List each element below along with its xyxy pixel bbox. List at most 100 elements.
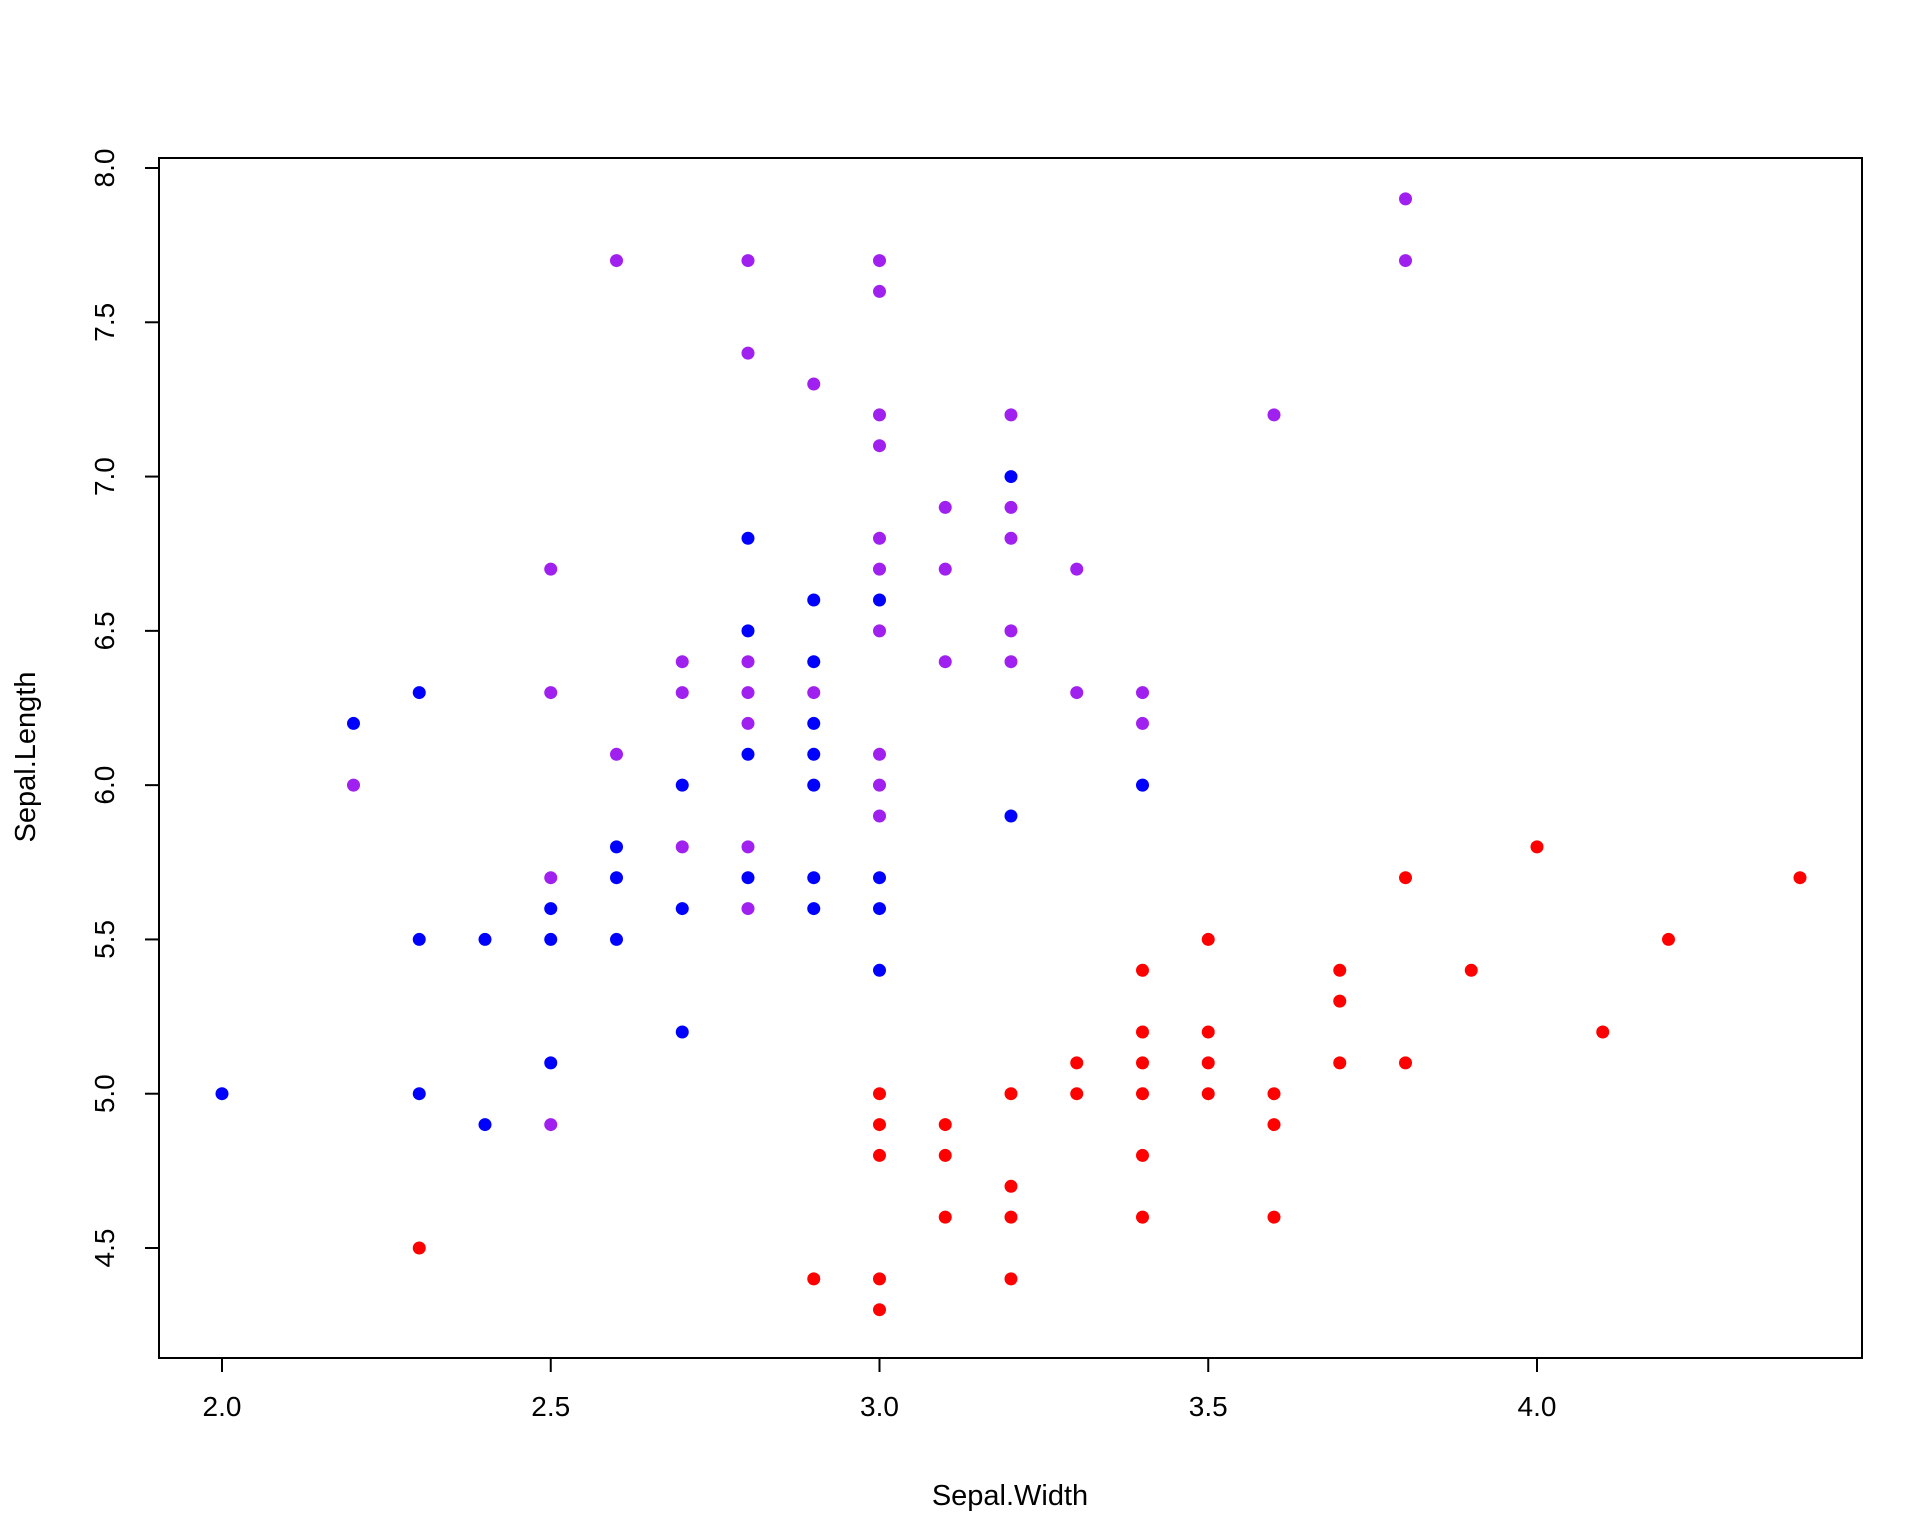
- data-point: [807, 747, 821, 761]
- data-point: [1596, 1025, 1610, 1039]
- data-point: [1004, 470, 1018, 484]
- data-point: [1399, 1056, 1412, 1070]
- data-point: [1201, 1025, 1215, 1039]
- data-point: [873, 284, 886, 298]
- data-point: [610, 254, 623, 268]
- data-point: [544, 562, 558, 576]
- data-point: [807, 655, 821, 669]
- data-point: [873, 963, 886, 977]
- data-point: [1136, 1210, 1149, 1224]
- data-point: [610, 871, 623, 885]
- data-point: [1004, 408, 1018, 422]
- data-point: [544, 1056, 558, 1070]
- data-point: [412, 686, 426, 700]
- data-point: [610, 932, 623, 946]
- y-tick-label: 5.0: [89, 1074, 120, 1113]
- data-point: [807, 1272, 821, 1286]
- data-point: [347, 778, 360, 792]
- data-point: [675, 778, 689, 792]
- data-point: [1464, 963, 1478, 977]
- y-tick-label: 4.5: [89, 1229, 120, 1268]
- data-point: [873, 902, 886, 916]
- data-point: [412, 1087, 426, 1101]
- data-point: [873, 1087, 886, 1101]
- data-point: [1004, 531, 1018, 545]
- data-point: [1004, 809, 1018, 823]
- x-tick-label: 4.0: [1518, 1391, 1557, 1422]
- plot-frame: [158, 157, 1863, 1359]
- data-point: [1136, 963, 1149, 977]
- data-point: [938, 1210, 952, 1224]
- data-point: [1399, 254, 1412, 268]
- data-point: [1004, 624, 1018, 638]
- y-tick-label: 5.5: [89, 920, 120, 959]
- data-point: [807, 871, 821, 885]
- data-point: [1004, 1272, 1018, 1286]
- data-point: [807, 902, 821, 916]
- data-point: [741, 686, 755, 700]
- data-point: [741, 871, 755, 885]
- data-point: [1070, 1087, 1084, 1101]
- data-point: [807, 377, 821, 391]
- data-point: [741, 624, 755, 638]
- data-point: [938, 1148, 952, 1162]
- data-point: [610, 747, 623, 761]
- data-point: [1662, 932, 1675, 946]
- data-point: [873, 593, 886, 607]
- data-point: [675, 1025, 689, 1039]
- data-point: [1267, 408, 1281, 422]
- data-point: [675, 655, 689, 669]
- x-axis-title: Sepal.Width: [932, 1480, 1088, 1512]
- data-point: [741, 655, 755, 669]
- data-point: [610, 840, 623, 854]
- data-point: [215, 1087, 229, 1101]
- data-point: [938, 655, 952, 669]
- data-point: [741, 747, 755, 761]
- data-point: [1333, 1056, 1347, 1070]
- data-point: [1136, 1148, 1149, 1162]
- data-point: [741, 346, 755, 360]
- data-point: [1004, 1179, 1018, 1193]
- data-point: [1201, 1087, 1215, 1101]
- data-point: [807, 686, 821, 700]
- y-tick-label: 6.5: [89, 611, 120, 650]
- data-point: [1004, 655, 1018, 669]
- data-point: [807, 778, 821, 792]
- data-point: [412, 1241, 426, 1255]
- data-point: [1793, 871, 1807, 885]
- data-point: [544, 1118, 558, 1132]
- data-point: [741, 902, 755, 916]
- data-point: [412, 932, 426, 946]
- data-point: [544, 902, 558, 916]
- data-point: [873, 871, 886, 885]
- data-point: [1070, 562, 1084, 576]
- data-point: [1201, 932, 1215, 946]
- data-point: [1267, 1118, 1281, 1132]
- y-tick-label: 8.0: [89, 149, 120, 188]
- data-point: [873, 531, 886, 545]
- data-point: [1136, 716, 1149, 730]
- y-axis-title: Sepal.Length: [10, 672, 42, 843]
- data-point: [873, 408, 886, 422]
- y-tick-label: 7.0: [89, 457, 120, 496]
- data-point: [1399, 192, 1412, 206]
- data-point: [873, 439, 886, 453]
- data-point: [1399, 871, 1412, 885]
- x-axis: 2.0 2.5 3.0 3.5 4.0: [203, 1357, 1557, 1422]
- data-point: [675, 840, 689, 854]
- x-tick-label: 2.0: [203, 1391, 242, 1422]
- data-point: [1201, 1056, 1215, 1070]
- data-points: [215, 192, 1807, 1317]
- data-point: [1004, 1210, 1018, 1224]
- data-point: [1070, 1056, 1084, 1070]
- data-point: [544, 871, 558, 885]
- data-point: [873, 809, 886, 823]
- data-point: [807, 716, 821, 730]
- data-point: [544, 686, 558, 700]
- data-point: [873, 562, 886, 576]
- data-point: [938, 1118, 952, 1132]
- data-point: [873, 624, 886, 638]
- data-point: [873, 778, 886, 792]
- data-point: [1530, 840, 1544, 854]
